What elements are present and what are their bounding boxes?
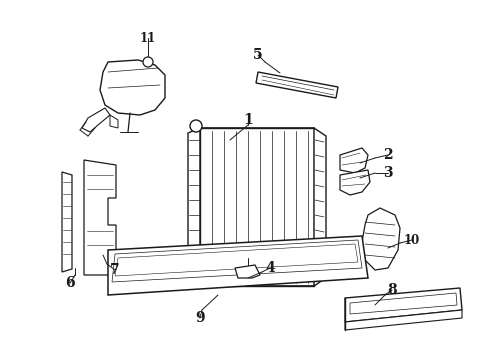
Text: 7: 7 [110, 263, 120, 277]
Circle shape [143, 57, 153, 67]
Text: 2: 2 [383, 148, 393, 162]
Text: 3: 3 [383, 166, 393, 180]
Text: 10: 10 [404, 234, 420, 247]
Polygon shape [235, 265, 260, 278]
Polygon shape [110, 115, 118, 128]
Polygon shape [362, 208, 400, 270]
Polygon shape [256, 72, 338, 98]
Text: 6: 6 [65, 276, 75, 290]
Polygon shape [340, 170, 370, 195]
Circle shape [190, 120, 202, 132]
Polygon shape [108, 236, 368, 295]
Text: 8: 8 [387, 283, 397, 297]
Text: 9: 9 [195, 311, 205, 325]
Polygon shape [345, 288, 462, 322]
Polygon shape [314, 128, 326, 286]
Text: 4: 4 [265, 261, 275, 275]
Polygon shape [84, 160, 116, 275]
Polygon shape [62, 172, 72, 272]
Polygon shape [340, 148, 368, 173]
Text: 11: 11 [140, 31, 156, 45]
Text: 5: 5 [253, 48, 263, 62]
Polygon shape [82, 108, 110, 132]
Polygon shape [188, 128, 200, 286]
Bar [200, 128, 314, 286]
Polygon shape [100, 60, 165, 115]
Polygon shape [345, 310, 462, 330]
Text: 1: 1 [243, 113, 253, 127]
